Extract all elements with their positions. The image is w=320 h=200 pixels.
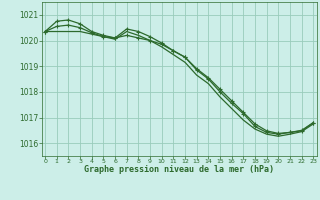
X-axis label: Graphe pression niveau de la mer (hPa): Graphe pression niveau de la mer (hPa) [84, 165, 274, 174]
